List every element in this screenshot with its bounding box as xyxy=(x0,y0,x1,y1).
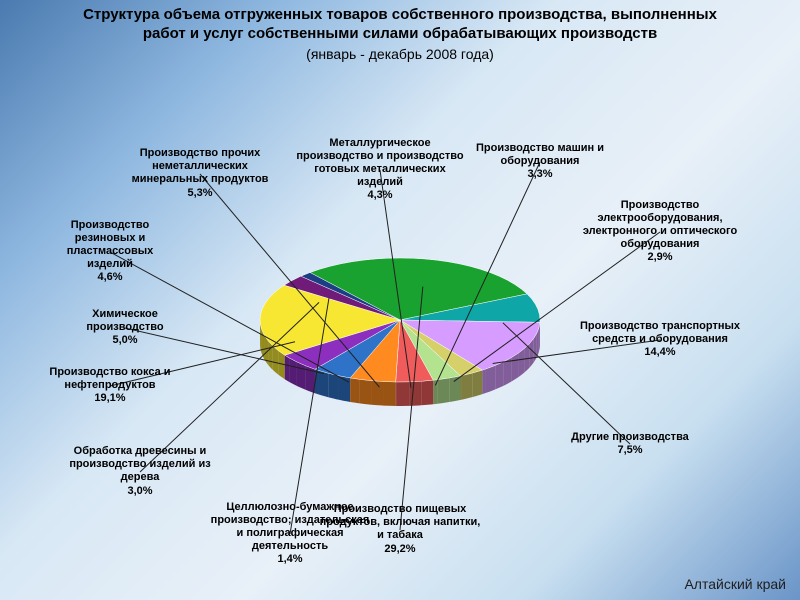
pie-svg xyxy=(258,256,542,408)
slice-label: Производство прочих неметаллических мине… xyxy=(120,147,280,200)
slice-label: Химическое производство 5,0% xyxy=(70,308,180,348)
pie-chart: Производство пищевых продуктов, включая … xyxy=(0,62,800,562)
slice-label: Целлюлозно-бумажное производство; издате… xyxy=(210,501,370,567)
slice-label: Металлургическое производство и производ… xyxy=(295,137,465,203)
page-subtitle: (январь - декабрь 2008 года) xyxy=(0,46,800,62)
page-title: Структура объема отгруженных товаров соб… xyxy=(0,0,800,44)
title-line-2: работ и услуг собственными силами обраба… xyxy=(143,25,657,42)
slice-label: Производство резиновых и пластмассовых и… xyxy=(45,219,175,285)
slice-label: Другие производства 7,5% xyxy=(570,431,690,457)
slice-label: Производство кокса и нефтепродуктов 19,1… xyxy=(25,366,195,406)
slice-label: Производство машин и оборудования 3,3% xyxy=(465,142,615,182)
slice-label: Производство электрооборудования, электр… xyxy=(575,199,745,265)
title-line-1: Структура объема отгруженных товаров соб… xyxy=(83,6,717,23)
slice-label: Производство транспортных средств и обор… xyxy=(580,320,740,360)
footer-region: Алтайский край xyxy=(684,576,786,592)
slice-label: Обработка древесины и производство издел… xyxy=(60,445,220,498)
